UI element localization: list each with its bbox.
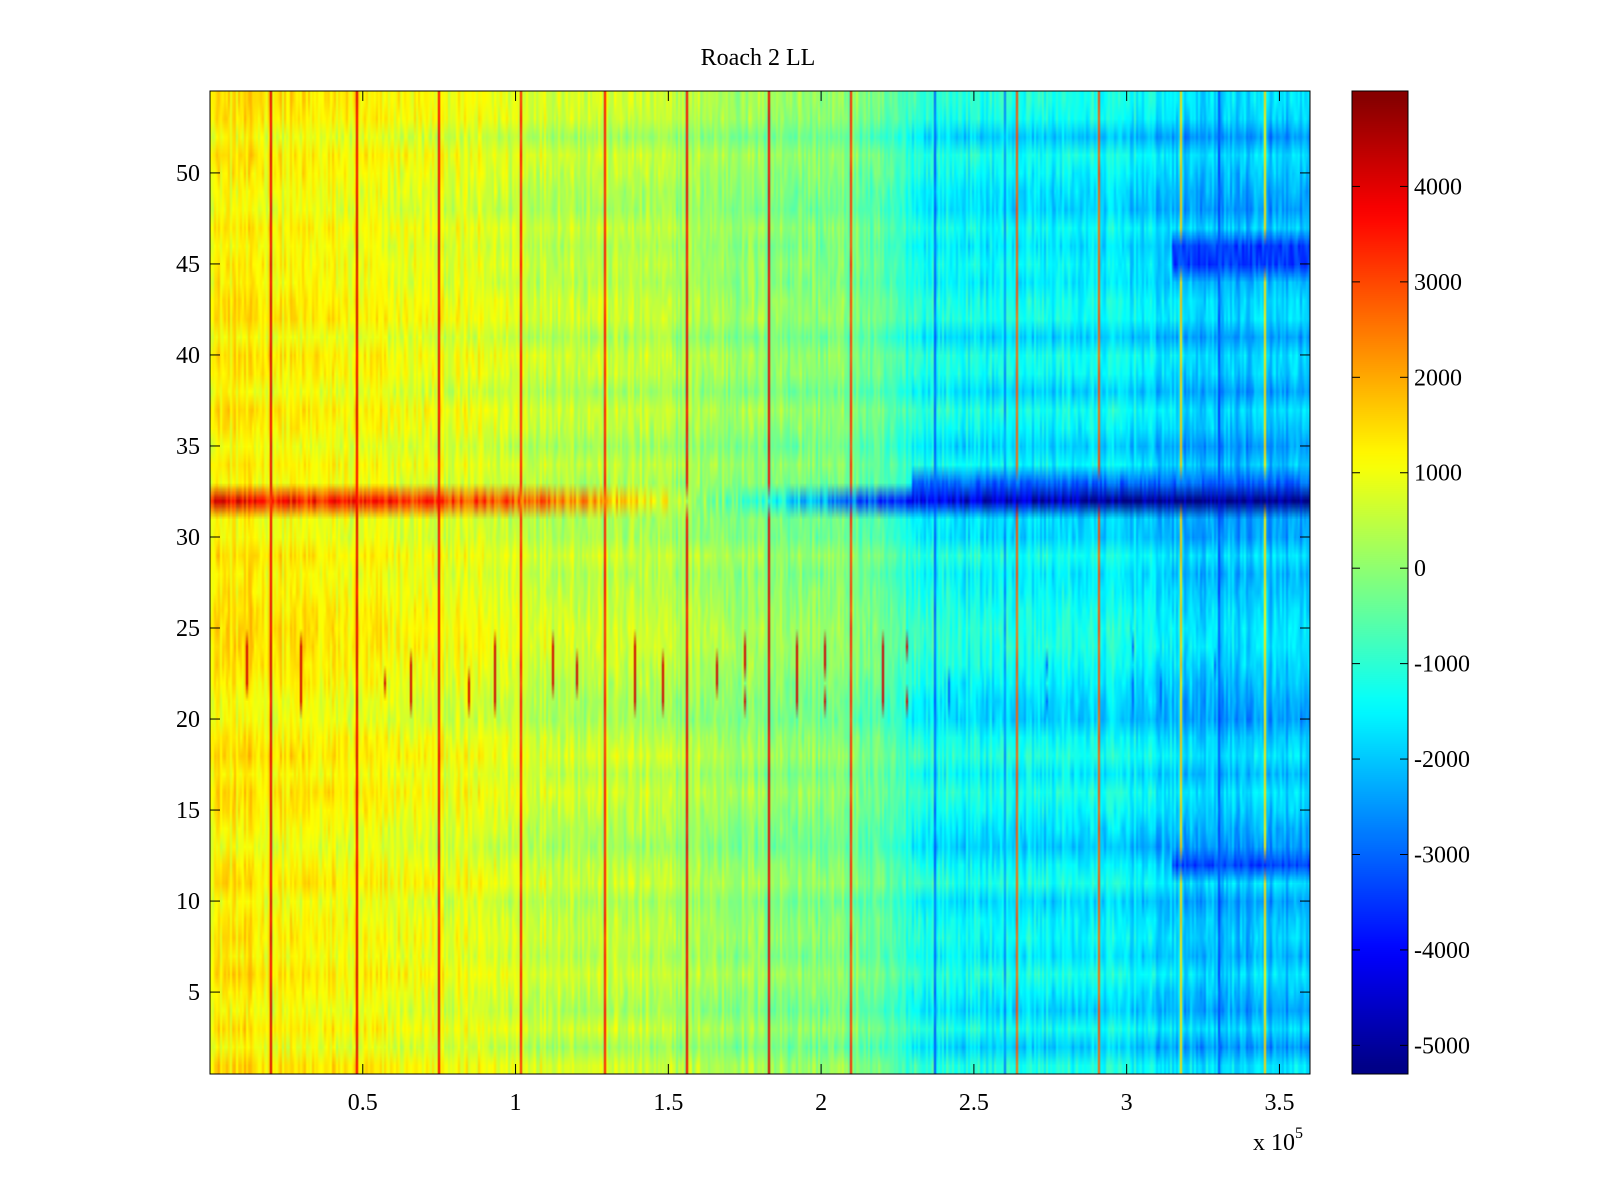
colorbar-tick-label: 1000 — [1414, 461, 1462, 487]
y-tick-label: 10 — [176, 889, 200, 915]
y-tick-label: 20 — [176, 707, 200, 733]
y-tick-label: 15 — [176, 798, 200, 824]
colorbar-tick-label: -3000 — [1414, 842, 1470, 868]
colorbar-tick-label: 0 — [1414, 556, 1426, 582]
y-tick-label: 50 — [176, 161, 200, 187]
y-tick-label: 5 — [188, 980, 200, 1006]
colorbar-tick-label: -1000 — [1414, 652, 1470, 678]
colorbar-ticks: 4000 3000 2000 1000 0 -1000 -2000 -3000 -4000 -50… — [1352, 174, 1470, 1059]
y-axis-ticks: 5 10 15 20 25 30 35 40 45 50 — [176, 161, 1310, 1006]
colorbar-image — [1352, 91, 1408, 1074]
colorbar-tick-label: 3000 — [1414, 270, 1462, 296]
x-multiplier-label: x 105 — [1253, 1125, 1303, 1156]
y-tick-label: 40 — [176, 343, 200, 369]
x-tick-label: 3 — [1121, 1090, 1133, 1116]
plot-frame — [209, 90, 1311, 1075]
colorbar-tick-label: -5000 — [1414, 1033, 1470, 1059]
y-tick-label: 30 — [176, 525, 200, 551]
x-tick-label: 2.5 — [959, 1090, 989, 1116]
colorbar-tick-label: 4000 — [1414, 174, 1462, 200]
x-tick-label: 2 — [815, 1090, 827, 1116]
x-tick-label: 1.5 — [653, 1090, 683, 1116]
x-axis-ticks: 0.5 1 1.5 2 2.5 3 3.5 — [348, 91, 1294, 1116]
x-tick-label: 0.5 — [348, 1090, 378, 1116]
heatmap-image — [210, 91, 1310, 1074]
x-tick-label: 1 — [510, 1090, 522, 1116]
y-tick-label: 25 — [176, 616, 200, 642]
chart-title: Roach 2 LL — [701, 45, 816, 71]
colorbar-tick-label: -2000 — [1414, 747, 1470, 773]
y-tick-label: 45 — [176, 252, 200, 278]
y-tick-label: 35 — [176, 434, 200, 460]
colorbar-tick-label: -4000 — [1414, 938, 1470, 964]
colorbar-tick-label: 2000 — [1414, 365, 1462, 391]
colorbar-frame — [1351, 90, 1409, 1075]
x-tick-label: 3.5 — [1264, 1090, 1294, 1116]
